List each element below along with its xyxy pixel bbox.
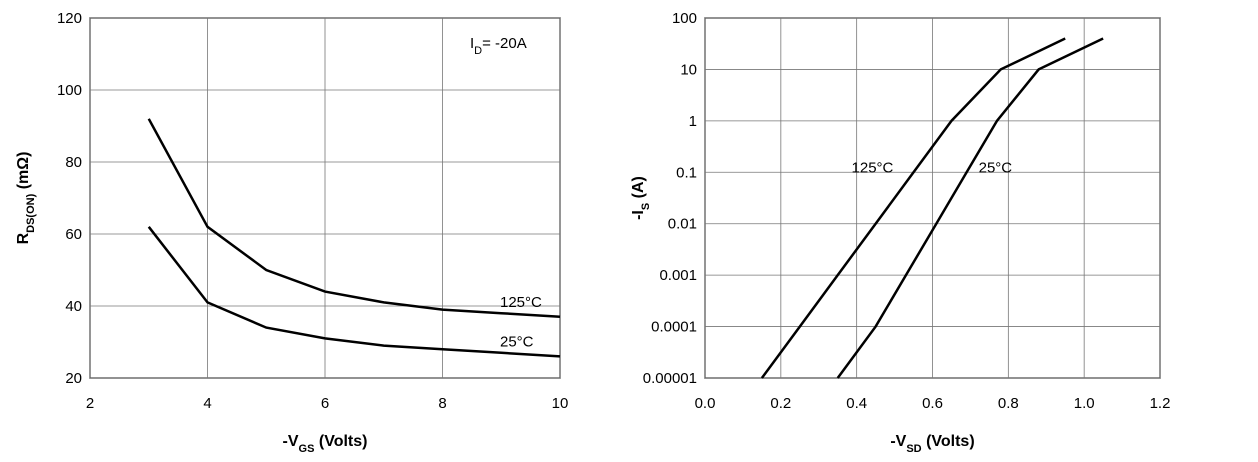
series-line xyxy=(760,37,1066,379)
y-axis-label-part: S xyxy=(640,203,652,210)
y-tick-label: 40 xyxy=(65,298,82,315)
x-axis-label-part: -V xyxy=(890,433,906,450)
y-tick-label: 0.0001 xyxy=(651,319,697,336)
y-axis-label-part: DS(ON) xyxy=(25,193,37,232)
y-tick-label: 60 xyxy=(65,226,82,243)
x-tick-label: 10 xyxy=(552,395,569,412)
series-label: 25°C xyxy=(979,159,1013,176)
x-tick-label: 0.4 xyxy=(846,395,867,412)
series-label: 25°C xyxy=(500,333,534,350)
x-tick-label: 0.0 xyxy=(695,395,716,412)
x-tick-label: 0.2 xyxy=(770,395,791,412)
y-tick-label: 0.01 xyxy=(668,216,697,233)
x-tick-label: 1.2 xyxy=(1150,395,1171,412)
x-axis-label-part: GS xyxy=(299,443,315,455)
y-axis-label-part: R xyxy=(15,232,32,244)
series-line xyxy=(147,226,561,358)
series-label: 125°C xyxy=(852,159,894,176)
y-tick-label: 80 xyxy=(65,154,82,171)
y-tick-label: 100 xyxy=(672,10,697,27)
y-axis-label-part: (mΩ) xyxy=(15,152,32,194)
x-axis-label-part: (Volts) xyxy=(314,433,367,450)
annotation-part: I xyxy=(470,35,474,52)
y-tick-label: 20 xyxy=(65,370,82,387)
y-axis-label: RDS(ON) (mΩ) xyxy=(15,152,37,245)
x-axis-label: -VSD (Volts) xyxy=(890,433,974,455)
x-tick-label: 0.8 xyxy=(998,395,1019,412)
y-tick-label: 10 xyxy=(680,61,697,78)
x-axis-label: -VGS (Volts) xyxy=(283,433,368,455)
x-axis-label-part: -V xyxy=(283,433,299,450)
y-tick-label: 1 xyxy=(689,113,697,130)
y-axis-label-part: (A) xyxy=(630,176,647,203)
x-tick-label: 1.0 xyxy=(1074,395,1095,412)
x-tick-label: 0.6 xyxy=(922,395,943,412)
x-tick-label: 2 xyxy=(86,395,94,412)
x-axis-label-part: SD xyxy=(906,443,921,455)
x-tick-label: 8 xyxy=(438,395,446,412)
x-axis-label-part: (Volts) xyxy=(922,433,975,450)
annotation-part: = -20A xyxy=(482,35,527,52)
series-line xyxy=(147,118,561,319)
y-tick-label: 0.001 xyxy=(659,267,697,284)
series-line xyxy=(836,37,1104,379)
series-label: 125°C xyxy=(500,294,542,311)
y-axis-label-part: -I xyxy=(630,210,647,220)
y-tick-label: 0.1 xyxy=(676,164,697,181)
y-tick-label: 0.00001 xyxy=(643,370,697,387)
annotation: ID= -20A xyxy=(470,35,527,57)
x-tick-label: 6 xyxy=(321,395,329,412)
x-tick-label: 4 xyxy=(203,395,211,412)
y-axis-label: -IS (A) xyxy=(630,176,652,220)
y-tick-label: 100 xyxy=(57,82,82,99)
annotation-part: D xyxy=(474,45,482,57)
y-tick-label: 120 xyxy=(57,10,82,27)
